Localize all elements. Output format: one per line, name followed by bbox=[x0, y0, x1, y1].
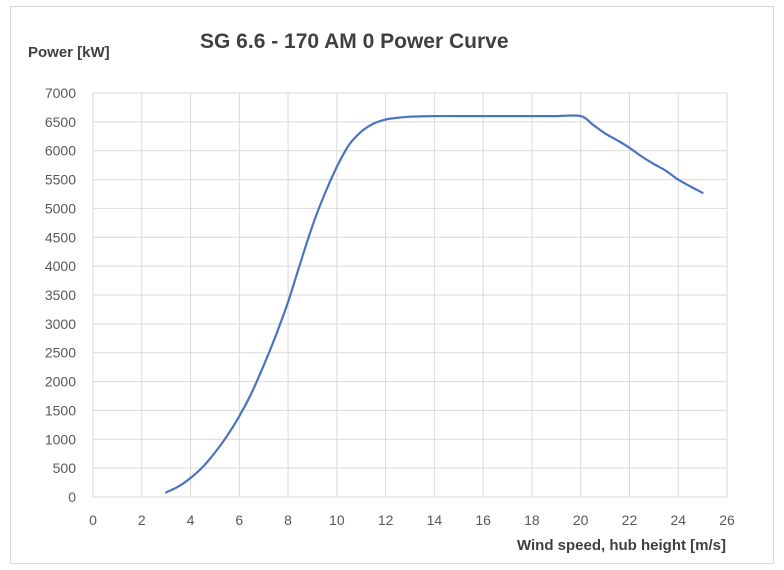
y-tick-label: 5000 bbox=[45, 200, 76, 216]
x-axis-label: Wind speed, hub height [m/s] bbox=[516, 537, 726, 554]
y-tick-label: 0 bbox=[68, 489, 76, 505]
y-tick-label: 2500 bbox=[45, 345, 76, 361]
x-tick-label: 14 bbox=[427, 512, 443, 528]
y-tick-label: 500 bbox=[53, 460, 77, 476]
x-tick-label: 8 bbox=[284, 512, 292, 528]
x-tick-label: 12 bbox=[378, 512, 394, 528]
chart-area bbox=[10, 6, 774, 564]
x-tick-label: 6 bbox=[235, 512, 243, 528]
y-tick-label: 1500 bbox=[45, 402, 76, 418]
y-axis-label: Power [kW] bbox=[28, 44, 110, 61]
x-tick-label: 0 bbox=[89, 512, 97, 528]
x-tick-label: 22 bbox=[622, 512, 638, 528]
x-tick-label: 26 bbox=[719, 512, 735, 528]
y-tick-label: 1000 bbox=[45, 431, 76, 447]
chart-title: SG 6.6 - 170 AM 0 Power Curve bbox=[200, 30, 509, 53]
x-tick-label: 4 bbox=[187, 512, 195, 528]
y-tick-label: 3500 bbox=[45, 287, 76, 303]
x-tick-label: 18 bbox=[524, 512, 540, 528]
y-tick-label: 6000 bbox=[45, 143, 76, 159]
y-tick-label: 3000 bbox=[45, 316, 76, 332]
x-tick-label: 10 bbox=[329, 512, 345, 528]
y-tick-label: 6500 bbox=[45, 114, 76, 130]
gridlines bbox=[92, 92, 728, 498]
series-layer bbox=[165, 114, 704, 494]
x-tick-label: 2 bbox=[138, 512, 146, 528]
power-curve-line bbox=[165, 114, 704, 494]
y-tick-label: 4500 bbox=[45, 229, 76, 245]
x-tick-label: 24 bbox=[670, 512, 686, 528]
x-tick-label: 16 bbox=[475, 512, 491, 528]
y-tick-label: 4000 bbox=[45, 258, 76, 274]
tick-labels: 0 500 1000 1500 2000 2500 3000 3500 4000 4500 5000… bbox=[45, 85, 735, 528]
x-tick-label: 20 bbox=[573, 512, 589, 528]
y-tick-label: 7000 bbox=[45, 85, 76, 101]
y-tick-label: 2000 bbox=[45, 374, 76, 390]
y-tick-label: 5500 bbox=[45, 172, 76, 188]
